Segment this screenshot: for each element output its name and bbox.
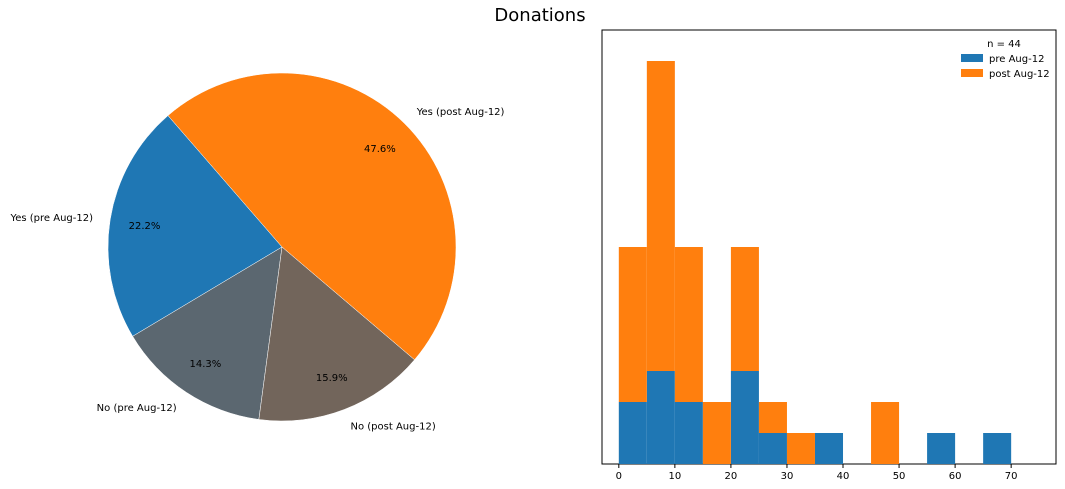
- bar-pre-aug-12-bin-20: [730, 371, 759, 464]
- figure-title: Donations: [494, 5, 585, 26]
- bar-post-aug-12-bin-5: [646, 61, 675, 371]
- bar-post-aug-12-bin-25: [758, 402, 787, 433]
- pie-pct-yes-pre-aug-12: 22.2%: [129, 221, 161, 232]
- bar-pre-aug-12-bin-35: [814, 433, 844, 464]
- pie-chart: Yes (post Aug-12) 47.6% Yes (pre Aug-12) 22…: [9, 72, 505, 433]
- histogram-bars: [618, 61, 1012, 464]
- x-tick-label: 70: [1005, 471, 1018, 482]
- bar-post-aug-12-bin-15: [702, 402, 731, 464]
- bar-post-aug-12-bin-30: [786, 433, 815, 464]
- bar-pre-aug-12-bin-5: [646, 371, 675, 464]
- legend-swatch-pre-aug-12: [961, 54, 983, 62]
- pie-label-no-pre-aug-12: No (pre Aug-12): [97, 403, 177, 414]
- pie-slice-yes-pre-aug-12: [107, 115, 283, 337]
- legend-title: n = 44: [987, 39, 1021, 50]
- legend-swatch-post-aug-12: [961, 69, 983, 77]
- x-tick-label: 50: [893, 471, 906, 482]
- pie-pct-no-post-aug-12: 15.9%: [316, 373, 348, 384]
- bar-post-aug-12-bin-10: [674, 247, 703, 402]
- bar-post-aug-12-bin-0: [618, 247, 647, 402]
- pie-pct-yes-post-aug-12: 47.6%: [364, 144, 396, 155]
- legend-label-pre-aug-12: pre Aug-12: [989, 54, 1044, 65]
- bar-post-aug-12-bin-20: [730, 247, 759, 371]
- legend: n = 44 pre Aug-12 post Aug-12: [961, 39, 1050, 80]
- x-tick-label: 20: [725, 471, 738, 482]
- x-tick-label: 40: [837, 471, 850, 482]
- pie-label-yes-post-aug-12: Yes (post Aug-12): [416, 107, 505, 118]
- pie-slice-yes-post-aug-12: [167, 72, 457, 361]
- x-tick-label: 30: [781, 471, 794, 482]
- bar-pre-aug-12-bin-55: [927, 433, 956, 464]
- pie-label-yes-pre-aug-12: Yes (pre Aug-12): [9, 213, 93, 224]
- pie-slice-no-pre-aug-12: [132, 246, 283, 420]
- x-axis: 0 10 20 30 40 50 60 70: [616, 464, 1018, 482]
- x-tick-label: 10: [668, 471, 681, 482]
- pie-pct-no-pre-aug-12: 14.3%: [190, 359, 222, 370]
- pie-slice-no-post-aug-12: [258, 246, 415, 422]
- pie-label-no-post-aug-12: No (post Aug-12): [351, 422, 436, 433]
- x-tick-label: 60: [949, 471, 962, 482]
- histogram-chart: 0 10 20 30 40 50 60 70 n = 44 pre Aug-12 post Au…: [601, 29, 1057, 482]
- bar-pre-aug-12-bin-10: [674, 402, 703, 464]
- legend-label-post-aug-12: post Aug-12: [989, 69, 1050, 80]
- bar-post-aug-12-bin-45: [871, 402, 900, 464]
- x-tick-label: 0: [616, 471, 622, 482]
- bar-pre-aug-12-bin-65: [983, 433, 1012, 464]
- bar-pre-aug-12-bin-25: [758, 433, 787, 464]
- bar-pre-aug-12-bin-0: [618, 402, 647, 464]
